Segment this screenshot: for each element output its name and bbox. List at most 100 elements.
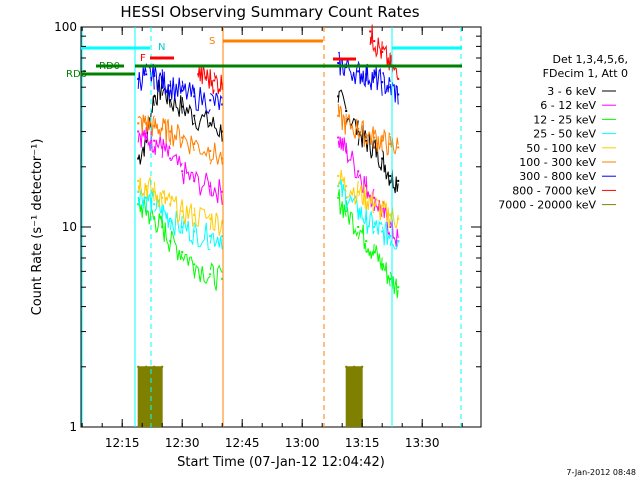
series-line-6 [161,69,171,99]
series-line-2 [389,271,399,299]
data-point [221,235,224,238]
legend-label: 25 - 50 keV [533,128,596,141]
series-line-2 [365,244,375,259]
data-point [209,149,212,152]
data-point [145,139,148,142]
data-point [373,203,376,206]
data-point [193,230,196,233]
data-point [161,127,164,130]
series-line-3 [169,211,183,236]
x-tick-label: 12:30 [165,436,200,450]
data-point [153,74,156,77]
data-point [381,230,384,233]
legend-label: 12 - 25 keV [533,113,596,126]
data-point [193,114,196,117]
series-line-2 [161,217,171,252]
data-point [389,174,392,177]
series-line-7 [369,24,375,52]
series-line-8 [353,366,363,427]
series-line-1 [357,173,367,194]
series-line-5 [145,115,155,137]
data-point [365,139,368,142]
data-point [153,124,156,127]
data-point [153,139,156,142]
data-point [137,122,140,125]
data-point [397,217,400,220]
data-point [193,263,196,266]
data-point [397,179,400,182]
series-line-5 [209,142,223,165]
series-line-0 [193,110,211,132]
y-axis-label: Count Rate (s⁻¹ detector⁻¹) [30,139,45,316]
data-point [181,170,184,173]
data-point [161,226,164,228]
data-point [209,273,212,276]
data-point [169,130,172,133]
data-point [137,130,140,133]
data-point [357,226,360,228]
series-line-4 [357,184,367,209]
data-point [153,190,156,193]
series-line-0 [169,95,183,117]
chart-title: HESSI Observing Summary Count Rates [120,3,419,21]
series-line-0 [181,97,195,126]
data-point [373,226,376,228]
data-point [389,63,392,66]
data-point [221,221,224,224]
data-point [337,95,340,98]
x-axis-label: Start Time (07-Jan-12 12:04:42) [177,455,385,470]
legend-label: 7000 - 20000 keV [498,199,596,212]
data-point [137,157,140,160]
x-tick-label: 13:30 [405,436,440,450]
series-line-6 [389,81,399,105]
series-line-5 [365,126,375,150]
data-point [193,213,196,216]
series-line-5 [153,118,163,138]
data-point [389,235,392,238]
series-line-0 [209,116,223,142]
series-line-1 [170,153,183,168]
data-point [381,157,384,160]
series-line-0 [389,169,399,194]
series-line-6 [153,65,163,93]
data-point [365,185,368,188]
series-line-2 [145,207,155,225]
data-point [193,95,196,98]
data-point [397,286,400,289]
data-point [345,110,348,113]
data-point [381,263,384,266]
series-line-5 [381,128,391,156]
data-point [137,190,140,193]
data-point [345,365,348,368]
series-line-5 [337,103,347,135]
series-line-3 [193,222,211,251]
data-point [161,365,164,368]
series-line-6 [373,67,383,96]
data-point [221,103,224,106]
data-point [345,149,348,152]
legend-header-2: FDecim 1, Att 0 [543,67,628,80]
series-line-5 [346,114,359,139]
data-point [145,196,148,199]
series-line-3 [381,221,391,246]
series-line-6 [357,61,367,88]
data-point [389,277,392,280]
data-point [381,81,384,84]
annotation-rd6: RD6 [66,69,87,80]
data-point [337,136,340,139]
legend-label: 3 - 6 keV [547,85,596,98]
legend: Det 1,3,4,5,6, FDecim 1, Att 0 3 - 6 keV… [498,53,628,212]
series-line-2 [357,224,367,253]
data-point [137,203,140,206]
series-line-6 [338,51,347,76]
series-line-0 [337,89,347,110]
data-point [357,127,360,130]
series-line-6 [345,57,359,85]
data-point [389,143,392,146]
annotation-f: F [140,53,146,64]
series-line-1 [365,176,375,208]
series-line-8 [345,366,355,427]
data-point [181,226,184,228]
series-line-3 [161,204,171,229]
data-point [145,73,148,76]
